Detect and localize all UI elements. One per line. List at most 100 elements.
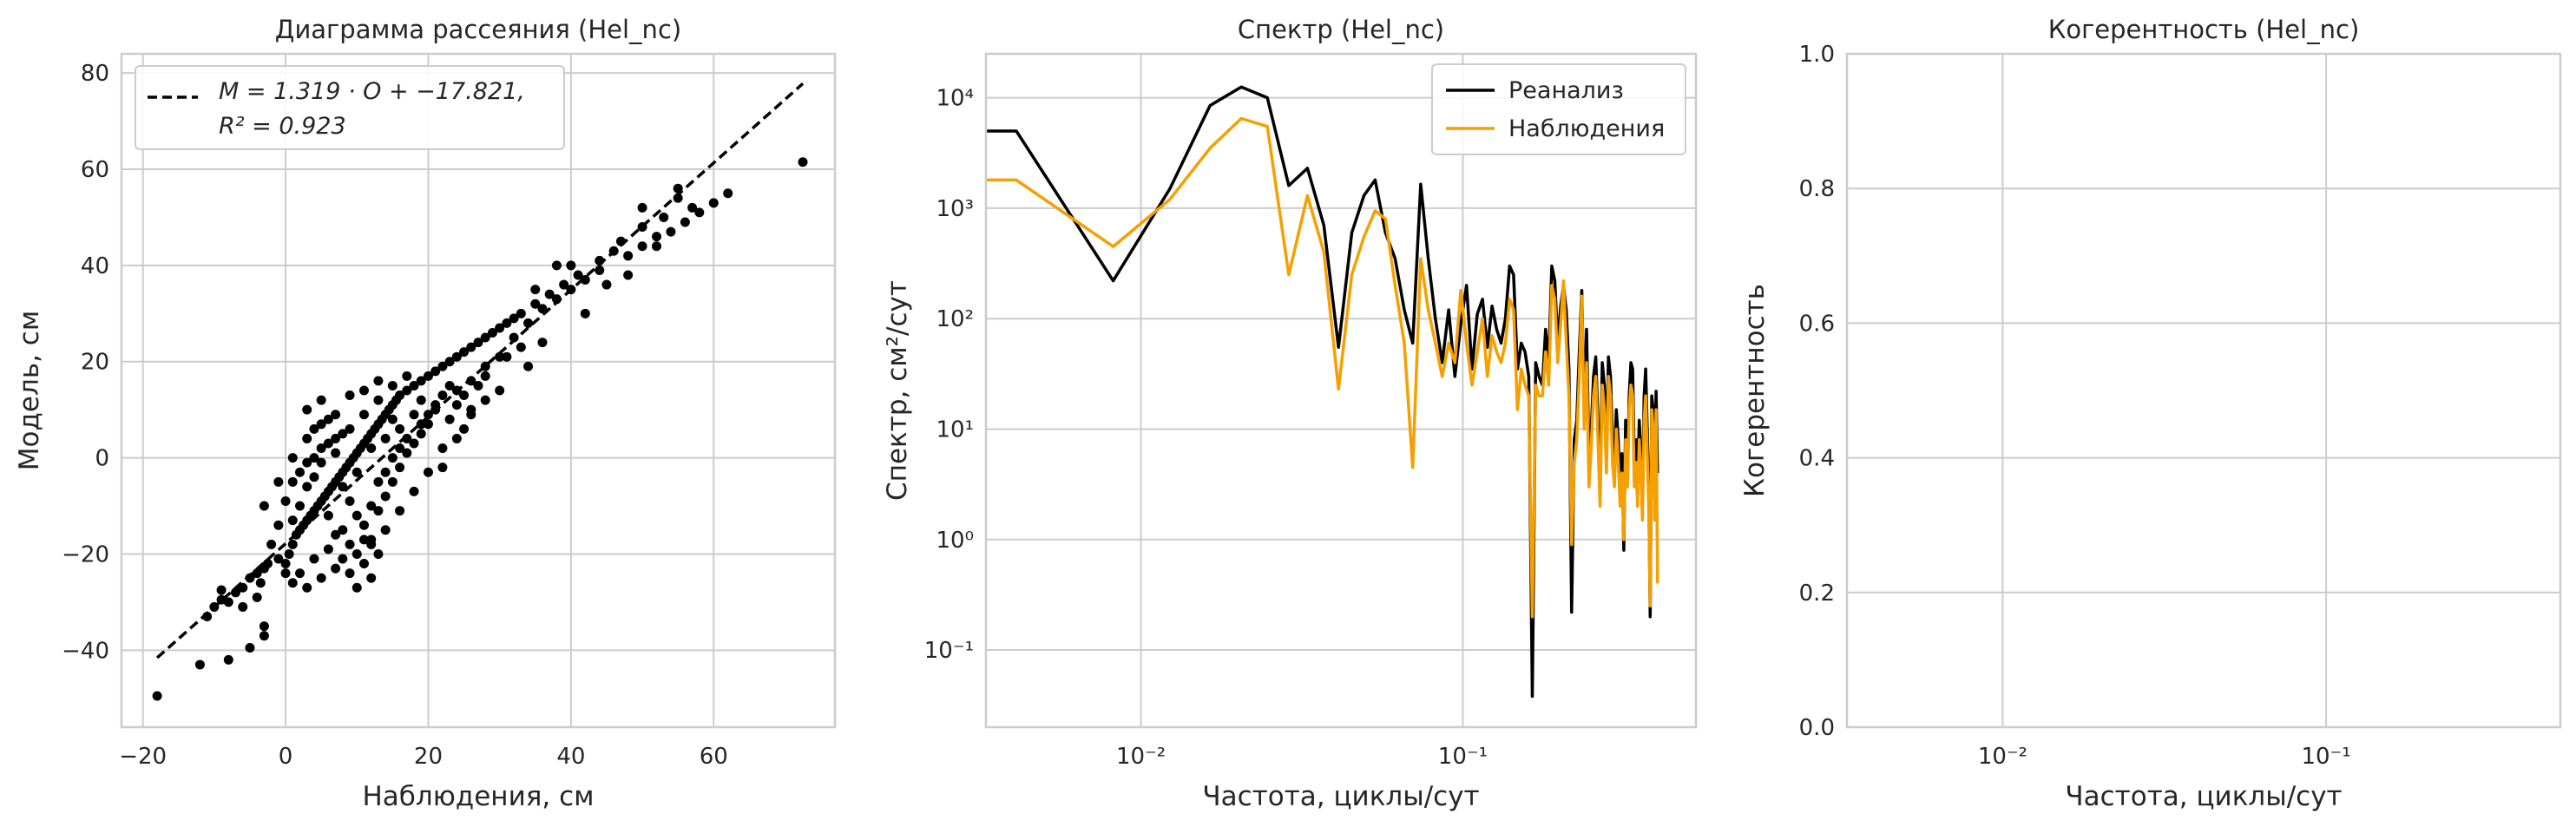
scatter-point [595,265,605,275]
scatter-point [708,198,719,208]
scatter-point [358,520,369,530]
y-tick-label: 10⁻¹ [924,638,974,664]
spectrum-legend-label-reanalysis: Реанализ [1508,77,1624,104]
scatter-point [559,279,569,290]
scatter-point [259,501,269,511]
scatter-point [495,385,505,396]
scatter-point [323,544,333,555]
scatter-point [444,357,455,367]
x-tick-label: 0 [279,744,293,770]
scatter-point [623,270,634,280]
scatter-point [480,332,490,343]
scatter-point [287,539,298,549]
scatter-point [316,443,326,454]
x-tick-label: 60 [700,744,728,770]
scatter-point [152,691,162,701]
scatter-point [345,423,355,434]
scatter-point [295,501,305,511]
y-tick-label: 80 [81,61,109,87]
scatter-point [423,419,433,430]
scatter-point [416,395,426,405]
y-tick-label: 0.4 [1799,446,1835,472]
scatter-grid [122,54,835,727]
y-tick-label: 1.0 [1799,42,1835,68]
coherence-xlabel: Частота, циклы/сут [2065,781,2342,812]
scatter-point [551,260,562,271]
scatter-point [516,342,526,352]
scatter-point [459,423,470,434]
scatter-point [259,621,269,632]
scatter-point [387,453,398,463]
y-tick-label: 20 [81,350,109,376]
scatter-point [459,390,470,401]
scatter-point [223,597,233,607]
coherence-frame [1845,52,2562,729]
scatter-point [366,443,377,454]
scatter-point [316,419,326,430]
scatter-point [280,559,291,569]
y-tick-label: 0 [95,446,109,472]
scatter-legend-r2: R² = 0.923 [219,113,346,140]
spectrum-marks [986,85,1659,699]
scatter-point [331,433,341,443]
x-tick-label: 40 [556,744,585,770]
scatter-point [280,495,291,506]
scatter-point [309,554,319,564]
spectrum-legend-box [1431,63,1686,155]
scatter-ylabel: Модель, см [14,311,45,470]
scatter-point [387,476,398,487]
scatter-point [402,448,412,458]
scatter-point [416,429,426,439]
series-line-observations [986,116,1659,619]
scatter-point [798,157,808,167]
scatter-point [451,433,462,443]
y-tick-label: 10² [936,306,974,332]
scatter-point [430,366,441,377]
x-tick-label: 10⁻¹ [1438,744,1488,770]
scatter-point [263,559,273,569]
scatter-point [273,476,284,487]
scatter-point [530,299,541,309]
scatter-point [352,548,362,559]
scatter-point [284,548,294,559]
scatter-point [295,467,305,477]
coherence-ticks: 10⁻² 10⁻¹ 0.0 0.2 0.4 0.6 0.8 1.0 [1799,42,2351,770]
scatter-point [473,380,483,390]
scatter-point [245,643,255,653]
scatter-point [387,380,398,390]
scatter-point [580,275,590,285]
x-tick-label: −20 [119,744,167,770]
scatter-point [366,539,377,549]
scatter-point [723,188,733,199]
scatter-point [302,582,312,593]
scatter-point [352,510,362,521]
coherence-title: Когерентность (Hel_nc) [2048,15,2360,44]
scatter-legend-box [135,65,565,150]
scatter-point [409,380,419,390]
spectrum-frame [984,52,1698,729]
scatter-point [659,212,669,222]
scatter-point [509,313,519,324]
scatter-panel: −20 0 20 40 60 −40 −20 0 20 40 60 80 Диаграмма расс… [14,15,837,812]
scatter-point [255,578,266,588]
scatter-point [652,232,661,242]
spectrum-xlabel: Частота, циклы/сут [1202,781,1479,812]
scatter-point [480,395,490,405]
fit-line [155,82,805,660]
scatter-point [495,351,505,362]
scatter-point [323,414,333,424]
scatter-point [345,495,355,506]
scatter-point [373,506,384,516]
scatter-point [409,486,419,496]
spectrum-panel: 10⁻² 10⁻¹ 10⁻¹ 10⁰ 10¹ 10² 10³ 10⁴ Спектр (Hel_… [882,15,1698,812]
coherence-panel: 10⁻² 10⁻¹ 0.0 0.2 0.4 0.6 0.8 1.0 Когерентность… [1739,15,2562,812]
scatter-point [331,563,341,574]
scatter-point [652,241,661,252]
scatter-point [623,251,634,261]
y-tick-label: −40 [62,638,109,664]
scatter-point [409,410,419,420]
y-tick-label: 0.8 [1799,176,1835,202]
scatter-point [380,467,391,477]
scatter-point [395,506,405,516]
